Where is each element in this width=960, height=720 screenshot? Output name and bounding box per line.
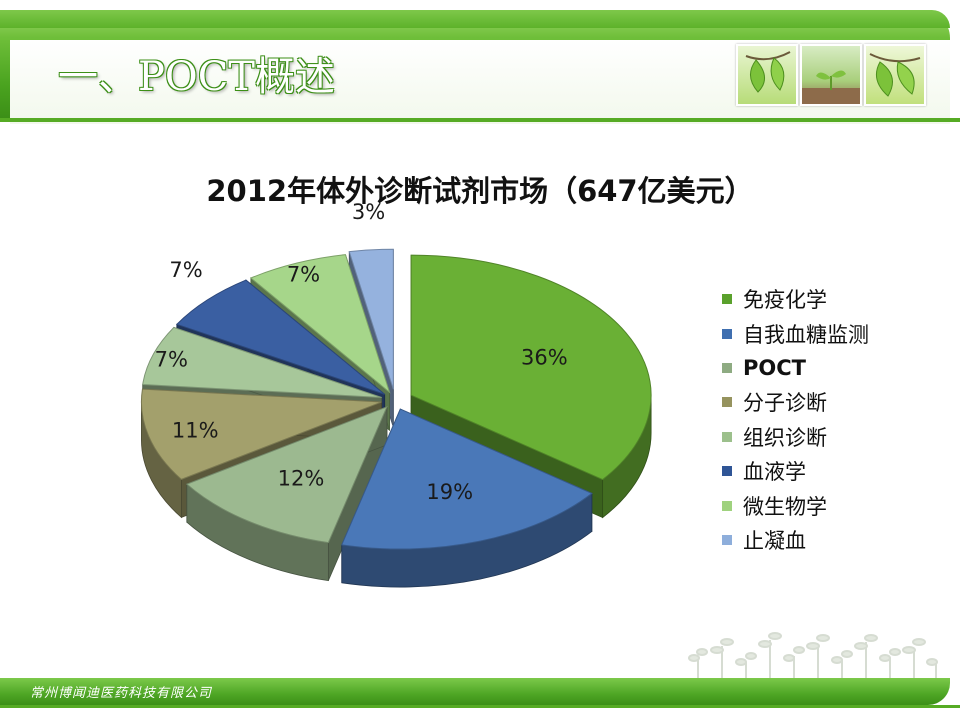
legend-swatch xyxy=(722,500,732,511)
legend-item-poct: POCT xyxy=(722,351,869,385)
seedling-icon xyxy=(800,44,862,106)
legend-label: 微生物学 xyxy=(743,494,827,519)
legend-item-tissue-diagnostics: 组织诊断 xyxy=(722,420,869,454)
legend-swatch xyxy=(722,397,732,408)
legend-swatch xyxy=(722,431,732,442)
legend-swatch xyxy=(722,294,732,305)
pie-label-hematology: 7% xyxy=(169,258,202,282)
chart-title: 2012年体外诊断试剂市场（647亿美元） xyxy=(0,168,960,210)
legend-swatch xyxy=(722,534,732,545)
page-title: 一、POCT概述 xyxy=(58,54,335,100)
leaf-branch-icon xyxy=(864,44,926,106)
pie-slice-poct xyxy=(185,405,388,582)
chart-title-text-1: 年体外诊断试剂市场（ xyxy=(287,174,578,208)
chart-title-amount: 647 xyxy=(577,174,638,208)
legend-item-immunochemistry: 免疫化学 xyxy=(722,282,869,316)
legend-swatch xyxy=(722,328,732,339)
pie-label-tissue-diagnostics: 7% xyxy=(155,347,188,371)
legend-label: 免疫化学 xyxy=(743,288,827,313)
header-bottom-line xyxy=(0,118,960,122)
footer-line xyxy=(0,705,960,708)
legend-item-hematology: 血液学 xyxy=(722,454,869,488)
legend-item-hemostasis: 止凝血 xyxy=(722,523,869,557)
legend-label: 分子诊断 xyxy=(743,391,827,416)
legend-item-microbiology: 微生物学 xyxy=(722,488,869,522)
pie-label-poct: 12% xyxy=(278,467,325,491)
pie-label-self-glucose-monitoring: 19% xyxy=(426,480,473,504)
footer-company-name: 常州博闻迪医药科技有限公司 xyxy=(30,686,213,701)
legend-item-self-glucose-monitoring: 自我血糖监测 xyxy=(722,316,869,350)
legend-label: 自我血糖监测 xyxy=(743,322,869,347)
legend-label: 组织诊断 xyxy=(743,425,827,450)
legend-item-molecular-diagnostics: 分子诊断 xyxy=(722,385,869,419)
pie-label-molecular-diagnostics: 11% xyxy=(172,418,219,442)
legend-swatch xyxy=(722,362,732,373)
legend-label: POCT xyxy=(743,355,806,380)
leaf-sprout-icon xyxy=(736,44,798,106)
legend-swatch xyxy=(722,466,732,477)
legend-label: 血液学 xyxy=(743,460,806,485)
pie-label-immunochemistry: 36% xyxy=(521,345,568,369)
chart-title-text-2: 亿美元） xyxy=(637,174,754,208)
chart-title-year: 2012 xyxy=(206,174,288,208)
pie-label-microbiology: 7% xyxy=(287,263,320,287)
chart-legend: 免疫化学 自我血糖监测 POCT 分子诊断 组织诊断 血液学 微生物学 止凝血 xyxy=(722,282,869,557)
pie-label-hemostasis: 3% xyxy=(352,200,385,224)
pie-slice-self-glucose-monitoring xyxy=(341,408,593,588)
footer-band xyxy=(0,678,950,705)
legend-label: 止凝血 xyxy=(743,528,806,553)
top-strip xyxy=(0,0,960,10)
